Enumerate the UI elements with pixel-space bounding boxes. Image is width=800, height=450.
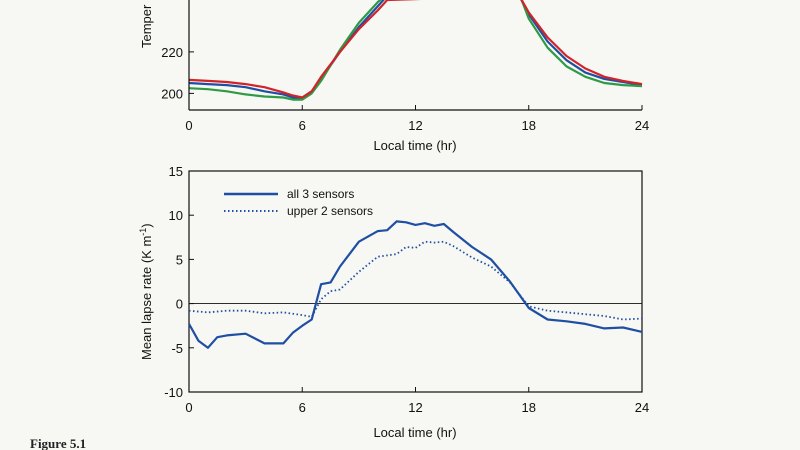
top-x-tick-label: 0: [185, 118, 192, 133]
legend-label-upper-2-sensors: upper 2 sensors: [287, 204, 373, 218]
upper-2-sensors-line: [188, 240, 643, 321]
bottom-x-ticks: 0 6 12 18 24: [185, 387, 649, 415]
top-x-axis-label: Local time (hr): [373, 138, 456, 153]
lapse-rate-panel: 0 6 12 18 24 15 10 5 0 -5 -10 Local time (hr) Mea…: [138, 164, 649, 440]
bottom-y-axis-label-main: Mean lapse rate (K m: [139, 236, 154, 360]
temperature-series-group: [188, 0, 643, 101]
bottom-x-axis-label: Local time (hr): [373, 425, 456, 440]
top-x-ticks: 0 6 12 18 24: [185, 105, 649, 133]
bottom-y-tick-label: -10: [164, 385, 183, 400]
bottom-y-ticks: 15 10 5 0 -5 -10: [164, 164, 194, 400]
top-y-tick-label: 220: [161, 45, 183, 60]
bottom-x-tick-label: 0: [185, 400, 192, 415]
bottom-plot-frame: [188, 170, 643, 393]
temperature-panel: 0 6 12 18 24 200 220 Local time (hr) Temper: [139, 0, 649, 153]
figure-caption: Figure 5.1: [30, 436, 86, 450]
bottom-y-axis-label-sup: -1: [138, 228, 148, 236]
lapse-rate-series-group: [188, 220, 643, 349]
top-y-tick-label: 200: [161, 86, 183, 101]
bottom-y-tick-label: 0: [176, 297, 183, 312]
top-x-tick-label: 6: [299, 118, 306, 133]
top-series-1-line: [188, 0, 643, 101]
top-x-tick-label: 24: [635, 118, 649, 133]
bottom-y-tick-label: 5: [176, 252, 183, 267]
bottom-y-tick-label: -5: [171, 341, 183, 356]
all-3-sensors-line: [188, 220, 643, 349]
bottom-y-tick-label: 10: [169, 208, 183, 223]
bottom-x-tick-label: 24: [635, 400, 649, 415]
top-y-axis-label: Temper: [139, 4, 154, 48]
top-series-2-line: [188, 0, 643, 99]
bottom-x-tick-label: 18: [522, 400, 536, 415]
top-x-tick-label: 18: [522, 118, 536, 133]
legend: all 3 sensors upper 2 sensors: [224, 187, 373, 218]
bottom-y-axis-label-end: ): [139, 223, 154, 227]
top-series-0-line: [188, 0, 643, 99]
bottom-x-tick-label: 12: [408, 400, 422, 415]
bottom-x-tick-label: 6: [299, 400, 306, 415]
top-x-tick-label: 12: [408, 118, 422, 133]
bottom-y-axis-label: Mean lapse rate (K m-1): [138, 223, 154, 360]
legend-label-all-3-sensors: all 3 sensors: [287, 187, 354, 201]
bottom-y-tick-label: 15: [169, 164, 183, 179]
top-y-ticks: 200 220: [161, 45, 194, 101]
